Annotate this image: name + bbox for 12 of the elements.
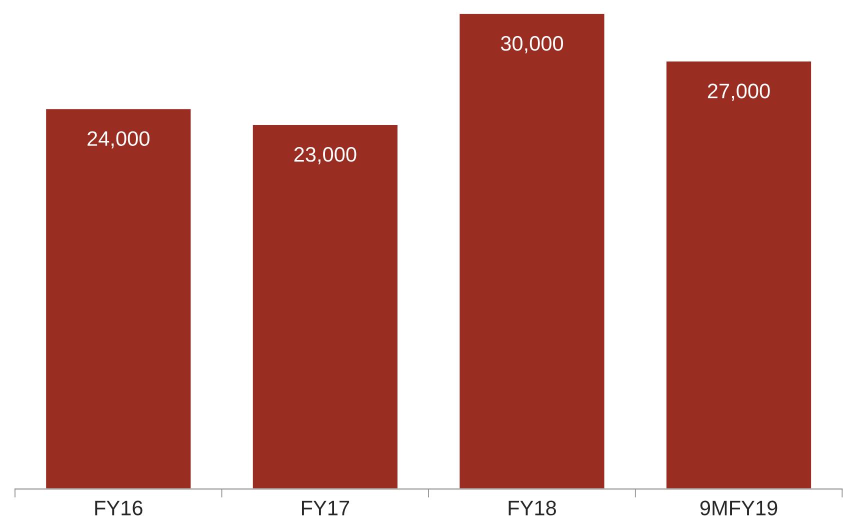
x-tick-label: FY18 — [508, 500, 556, 516]
data-label: 30,000 — [500, 36, 564, 54]
data-label: 27,000 — [708, 84, 770, 101]
x-tick-label: 9MFY19 — [700, 500, 778, 516]
bar — [44, 108, 192, 489]
bar — [665, 60, 812, 489]
bar — [458, 13, 606, 489]
data-label: 23,000 — [294, 147, 356, 164]
bar — [251, 124, 399, 489]
x-tick-label: FY17 — [302, 500, 350, 516]
data-label: 24,000 — [88, 131, 150, 148]
x-tick-label: FY16 — [95, 500, 142, 516]
